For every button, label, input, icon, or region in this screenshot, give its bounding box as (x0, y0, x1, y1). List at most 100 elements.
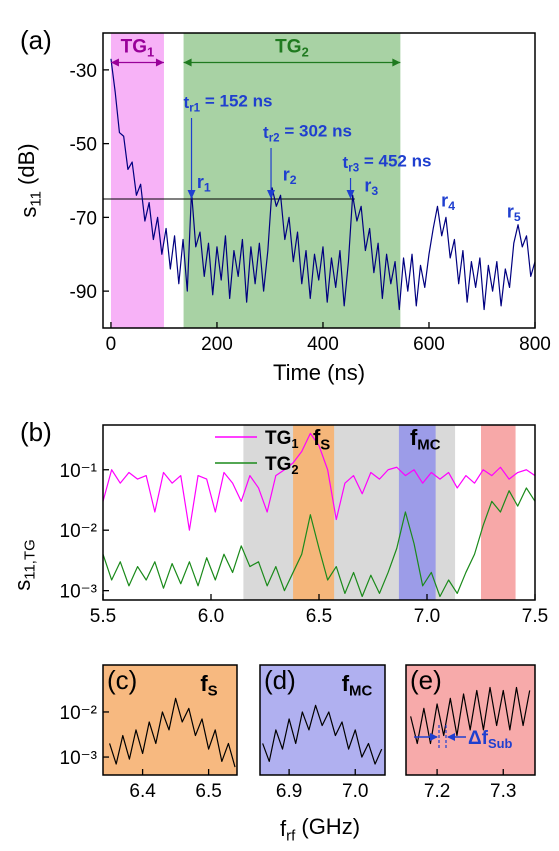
peak-label: r4 (441, 190, 455, 213)
marker-label-rest: = 302 ns (280, 121, 352, 140)
annotation: ΔfSub (468, 728, 512, 751)
marker-label: tr1 = 152 ns (184, 91, 273, 114)
peak-label-main: r (283, 165, 290, 185)
x-axis-label: frf (GHz) (280, 814, 360, 845)
y-tick-label: -90 (70, 282, 97, 303)
marker-label-rest: = 152 ns (200, 91, 272, 110)
axes-frame (259, 664, 386, 776)
panel-label: (d) (264, 665, 296, 695)
x-tick-label: 6.9 (276, 781, 302, 802)
x-axis-label-sub: rf (286, 827, 296, 844)
arrowhead (267, 189, 276, 199)
panel-label: (b) (20, 417, 52, 447)
x-tick-label: 6.4 (129, 781, 156, 802)
span-label: TG2 (275, 37, 309, 60)
band (481, 425, 516, 600)
axes-frame (102, 664, 238, 776)
panel-label: (a) (20, 25, 52, 55)
span-label: TG1 (121, 37, 155, 60)
peak-label-main: r (441, 190, 448, 210)
marker-label-main: t (263, 123, 269, 142)
y-tick-label: -70 (70, 208, 97, 229)
peak-label: r2 (283, 165, 297, 188)
peak-label-main: r (364, 176, 371, 196)
y-axis-label-sub: 11,TG (21, 539, 38, 579)
marker-label-sub: r2 (269, 132, 280, 144)
y-tick-label: 10⁻² (60, 521, 98, 542)
band-label-sub: S (208, 682, 218, 699)
arrowhead (187, 189, 196, 199)
x-tick-label: 7.2 (424, 781, 450, 802)
peak-label: r3 (364, 176, 378, 199)
x-tick-label: 7.3 (490, 781, 516, 802)
y-axis-label-main: s (16, 207, 41, 218)
plot-area (103, 432, 535, 598)
peak-label: r5 (507, 201, 521, 224)
legend-label-sub: 1 (291, 436, 298, 451)
peak-label: r1 (197, 172, 211, 195)
marker-label-main: t (343, 153, 349, 172)
band-label: fMC (342, 671, 373, 699)
axes-frame (405, 664, 536, 776)
legend-label-main: TG (265, 454, 291, 475)
band-label-main: f (200, 671, 208, 696)
band-label-sub: MC (417, 436, 440, 453)
x-axis-label-rest: (GHz) (295, 814, 360, 839)
peak-label-main: r (197, 172, 204, 192)
y-tick-label: 10⁻¹ (60, 461, 98, 482)
marker-label: tr2 = 302 ns (263, 121, 352, 144)
y-tick-label: 10⁻³ (60, 748, 98, 769)
band-label-main: f (410, 425, 418, 450)
band (183, 33, 401, 328)
x-tick-label: 800 (519, 334, 551, 355)
peak-label-sub: 4 (448, 199, 455, 213)
y-axis-label-rest: (dB) (14, 143, 39, 191)
annotation-main: Δf (468, 728, 489, 749)
marker-label: tr3 = 452 ns (343, 151, 432, 174)
x-tick-label: 6.0 (198, 606, 224, 627)
marker-label-rest: = 452 ns (359, 151, 431, 170)
span-label-main: TG (121, 37, 147, 58)
marker-label-sub: r1 (189, 102, 200, 114)
plot-area (262, 704, 383, 765)
marker-label-sub: r3 (348, 162, 359, 174)
y-axis-label-main: s (10, 580, 35, 591)
plot-area (410, 686, 531, 745)
x-tick-label: 200 (201, 334, 233, 355)
trace (103, 487, 535, 598)
band-label: fS (313, 425, 330, 453)
y-tick-label: -50 (70, 135, 97, 156)
trace (262, 704, 383, 765)
marker-label-main: t (184, 93, 190, 112)
y-tick-label: 10⁻² (60, 703, 98, 724)
band-label-sub: MC (349, 682, 372, 699)
x-tick-label: 600 (413, 334, 445, 355)
peak-label-sub: 5 (514, 210, 521, 224)
trace (103, 432, 535, 531)
arrowhead (346, 189, 355, 199)
span-label-sub: 2 (302, 44, 309, 59)
panel-label: (c) (107, 665, 137, 695)
plot-area (109, 697, 236, 768)
band-label-main: f (313, 425, 321, 450)
span-label-sub: 1 (147, 44, 154, 59)
annotation-sub: Sub (488, 736, 512, 751)
panel-label: (e) (410, 665, 442, 695)
x-tick-label: 6.5 (195, 781, 221, 802)
y-axis-label-sub: 11 (27, 191, 44, 207)
x-tick-label: 7.0 (342, 781, 368, 802)
legend-label-sub: 2 (291, 462, 298, 477)
panel-background (406, 665, 535, 775)
band-label-main: f (342, 671, 350, 696)
x-tick-label: 6.5 (306, 606, 332, 627)
y-tick-label: -30 (70, 61, 97, 82)
x-tick-label: 7.5 (522, 606, 548, 627)
peak-label-sub: 1 (204, 181, 211, 195)
peak-label-main: r (507, 201, 514, 221)
band-label: fS (200, 671, 217, 699)
band-label-sub: S (320, 436, 330, 453)
span-label-main: TG (275, 37, 301, 58)
panel-background (260, 665, 385, 775)
